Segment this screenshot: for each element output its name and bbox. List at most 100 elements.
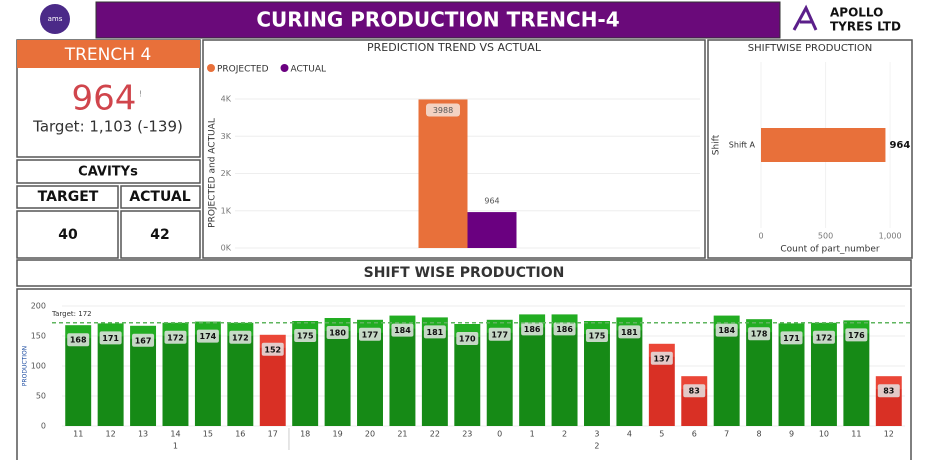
value-label-box [456, 332, 479, 345]
logo-right-text: APOLLO [830, 6, 883, 20]
value-label-box [423, 325, 446, 339]
y-tick-label: Shift A [729, 141, 756, 150]
y-tick-label: 150 [31, 332, 46, 341]
y-axis-label: Shift [712, 134, 722, 155]
legend-label: ACTUAL [291, 65, 327, 75]
value-label-box [229, 330, 252, 344]
value-label: 174 [200, 332, 217, 341]
x-tick-label: 16 [235, 430, 245, 439]
value-label: 3988 [433, 106, 453, 115]
x-tick-label: 18 [300, 430, 310, 439]
x-tick-label: 7 [724, 430, 729, 439]
value-label: 964 [889, 140, 910, 151]
x-axis-label: Count of part_number [780, 245, 880, 255]
value-label: 172 [816, 333, 833, 342]
x-tick-label: 17 [268, 430, 278, 439]
x-tick-label: 0 [758, 232, 763, 241]
x-tick-label: 9 [789, 430, 794, 439]
x-tick-label: 15 [203, 430, 213, 439]
x-tick-label: 4 [627, 430, 632, 439]
value-label-box [683, 384, 706, 398]
x-tick-label: 10 [819, 430, 829, 439]
value-label: 186 [524, 325, 541, 334]
value-label: 964 [484, 197, 499, 206]
value-label: 175 [297, 332, 314, 341]
value-label-box [99, 331, 122, 345]
value-label: 83 [883, 387, 894, 396]
value-label-box [359, 327, 382, 341]
legend-label: PROJECTED [217, 65, 269, 75]
y-axis-label: PRODUCTION [22, 346, 29, 386]
value-label: 152 [264, 345, 281, 354]
x-tick-label: 6 [692, 430, 697, 439]
logo-left-text: ams [48, 15, 63, 23]
value-label: 186 [556, 325, 573, 334]
logo-right-text: TYRES LTD [830, 20, 901, 34]
legend-swatch [280, 64, 289, 72]
x-tick-label: 1 [530, 430, 535, 439]
x-tick-label: 500 [818, 232, 833, 241]
y-tick-label: 1K [221, 206, 232, 215]
y-tick-label: 4K [221, 95, 232, 104]
value-label-box [164, 330, 187, 344]
value-label-box [748, 327, 771, 341]
value-label-box [294, 329, 317, 342]
bar [418, 99, 468, 249]
kpi-value: 964 [72, 79, 137, 119]
x-tick-label: 11 [851, 430, 861, 439]
x-tick-label: 20 [365, 430, 375, 439]
kpi-header [17, 40, 200, 68]
value-label: 168 [70, 336, 87, 345]
value-label-box [488, 327, 511, 341]
value-label-box [780, 331, 803, 345]
value-label: 137 [653, 354, 670, 363]
kpi-marker: ! [139, 90, 142, 99]
y-tick-label: 100 [31, 362, 46, 371]
cavities-title-cell [16, 159, 201, 184]
logo-left [40, 4, 70, 34]
value-label-box [715, 323, 738, 337]
value-label: 172 [167, 333, 184, 342]
x-tick-label: 14 [170, 430, 180, 439]
bar [467, 212, 517, 248]
value-label: 177 [491, 330, 508, 339]
y-tick-label: 0 [41, 422, 46, 431]
cavities-value: 40 [58, 227, 78, 243]
y-tick-label: 0K [221, 244, 232, 253]
value-label-box [391, 323, 414, 337]
value-label: 171 [102, 334, 119, 343]
y-tick-label: 2K [221, 169, 232, 178]
target-label: Target: 172 [51, 310, 92, 318]
group-label: 1 [173, 442, 178, 451]
x-tick-label: 2 [562, 430, 567, 439]
x-tick-label: 11 [73, 430, 83, 439]
y-axis-label: PROJECTED and ACTUAL [208, 118, 218, 228]
x-tick-label: 3 [594, 430, 599, 439]
value-label: 177 [362, 330, 379, 339]
value-label-box [261, 342, 284, 356]
value-label: 178 [751, 330, 768, 339]
bar [761, 128, 886, 162]
chart-title-frame [16, 259, 912, 287]
page-title: CURING PRODUCTION TRENCH-4 [256, 8, 619, 32]
x-tick-label: 12 [884, 430, 894, 439]
value-label-box [67, 333, 90, 347]
chart-title: PREDICTION TREND VS ACTUAL [367, 41, 542, 54]
value-label-box [812, 330, 835, 344]
value-label: 180 [329, 329, 346, 338]
value-label: 184 [394, 326, 411, 335]
value-label: 171 [783, 334, 800, 343]
value-label: 181 [621, 328, 638, 337]
value-label: 172 [232, 333, 249, 342]
chart-title: SHIFTWISE PRODUCTION [748, 43, 872, 54]
chart-title: SHIFT WISE PRODUCTION [364, 265, 565, 281]
value-label-box [132, 333, 155, 347]
value-label: 175 [589, 332, 606, 341]
x-tick-label: 5 [659, 430, 664, 439]
value-label-box [196, 329, 219, 343]
value-label: 167 [135, 336, 152, 345]
value-label: 170 [459, 335, 476, 344]
value-label-box [877, 384, 900, 398]
value-label-box [326, 326, 349, 339]
